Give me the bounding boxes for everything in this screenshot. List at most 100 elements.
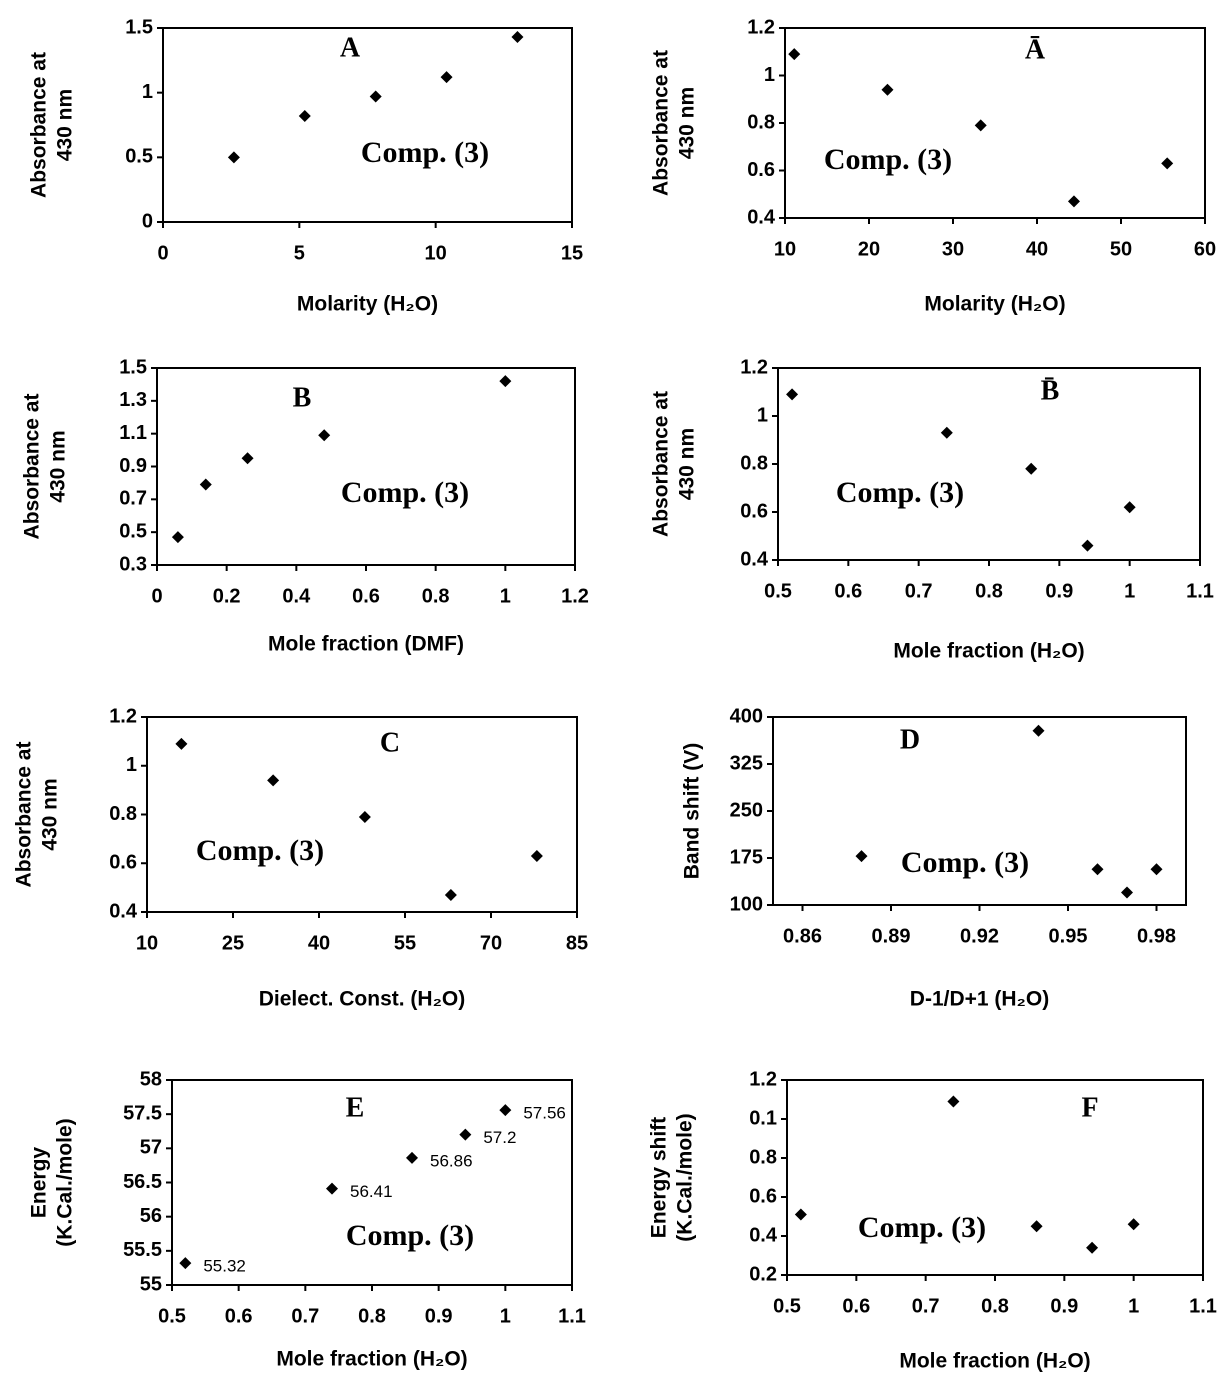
data-point [358,810,371,823]
y-tick-label: 0.6 [740,500,768,522]
y-tick-label: 56 [140,1205,162,1227]
data-point [267,774,280,787]
x-tick-label: 10 [136,932,158,954]
data-point [1030,1220,1043,1233]
data-point [974,119,987,132]
data-point [179,1257,192,1270]
y-tick-label: 1.2 [740,356,768,378]
data-point [444,888,457,901]
y-tick-label: 0 [142,210,153,232]
x-tick-label: 40 [308,932,330,954]
y-axis-label: Absorbance at [13,742,36,888]
x-tick-label: 0.5 [158,1305,186,1327]
data-point [499,1104,512,1117]
y-tick-label: 0.4 [109,900,138,922]
data-point [794,1208,807,1221]
data-point [947,1095,960,1108]
y-tick-label: 1 [126,754,137,776]
x-tick-label: 5 [294,242,305,264]
x-tick-label: 15 [561,242,583,264]
y-axis-label: 430 nm [39,778,62,850]
plot-frame [156,367,576,566]
y-axis-label: 430 nm [47,430,70,502]
data-point [318,429,331,442]
data-point [175,737,188,750]
y-tick-label: 0.5 [125,146,153,168]
x-tick-label: 85 [566,932,588,954]
y-tick-label: 1.3 [119,389,147,411]
y-tick-label: 1 [757,404,768,426]
y-axis-label: 430 nm [54,89,77,161]
x-tick-label: 0.5 [764,580,792,602]
y-axis-label: Absorbance at [28,52,51,198]
y-tick-label: 1.5 [125,16,153,38]
y-tick-label: 57 [140,1137,162,1159]
x-tick-label: 20 [858,238,880,260]
data-point [1091,863,1104,876]
x-tick-label: 0.9 [425,1305,453,1327]
x-tick-label: 0.7 [905,580,933,602]
x-tick-label: 0.7 [912,1295,940,1317]
x-tick-label: 0.9 [1050,1295,1078,1317]
x-tick-label: 1.1 [1186,580,1214,602]
x-tick-label: 0.4 [282,585,311,607]
data-point [227,151,240,164]
data-point [1081,539,1094,552]
x-tick-label: 1.1 [558,1305,586,1327]
y-tick-label: 1.5 [119,356,147,378]
y-axis-label: Energy shift [648,1117,671,1238]
x-tick-label: 0.98 [1137,925,1176,947]
x-tick-label: 55 [394,932,416,954]
chart-panel: 0.4 0.6 0.8 1 1.2 0.5 0.6 0.7 0.8 0.9 1 1.1 Mole fra… [650,356,1214,662]
data-point [881,83,894,96]
data-label: 56.41 [350,1182,393,1201]
y-tick-label: 0.6 [109,852,137,874]
x-axis-label: Molarity (H₂O) [297,293,438,316]
data-point [298,109,311,122]
data-point [440,71,453,84]
data-point [1032,724,1045,737]
x-tick-label: 40 [1026,238,1048,260]
x-axis-label: Mole fraction (H₂O) [899,1350,1090,1373]
data-point [1161,157,1174,170]
x-tick-label: 0.92 [960,925,999,947]
data-label: 57.2 [483,1128,516,1147]
x-tick-label: 0.8 [981,1295,1009,1317]
x-tick-label: 1.1 [1189,1295,1217,1317]
data-point [326,1182,338,1195]
data-point [241,452,254,465]
y-tick-label: 0.5 [119,520,147,542]
annotation: Comp. (3) [858,1211,986,1244]
panel-title: E [346,1092,365,1123]
data-label: 57.56 [523,1104,566,1123]
data-point [1025,462,1038,475]
data-point [1150,863,1163,876]
x-tick-label: 25 [222,932,244,954]
data-point [1121,886,1133,899]
x-tick-label: 0.8 [358,1305,386,1327]
x-tick-label: 0.6 [842,1295,870,1317]
y-tick-label: 57.5 [123,1102,162,1124]
y-tick-label: 0.4 [749,1224,778,1246]
data-point [171,531,184,544]
y-axis-label: 430 nm [676,428,699,500]
annotation: Comp. (3) [836,476,964,509]
y-tick-label: 1.2 [749,1068,777,1090]
x-axis-label: D-1/D+1 (H₂O) [910,988,1049,1011]
data-point [530,849,543,862]
x-tick-label: 1 [500,585,511,607]
y-tick-label: 250 [730,799,763,821]
chart-panel: 55 55.5 56 56.5 57 57.5 58 0.5 0.6 0.7 0.8 0.9 1 1.1 M… [28,1068,586,1370]
data-point [1067,195,1080,208]
data-label: 56.86 [430,1151,473,1170]
y-tick-label: 0.4 [747,206,776,228]
x-axis-label: Dielect. Const. (H₂O) [259,988,466,1011]
y-axis-label: Absorbance at [650,391,673,537]
plot-frame [784,27,1206,219]
annotation: Comp. (3) [196,834,324,867]
annotation: Comp. (3) [341,476,469,509]
y-axis-label: Absorbance at [650,50,673,196]
x-tick-label: 70 [480,932,502,954]
y-tick-label: 0.6 [749,1185,777,1207]
x-tick-label: 10 [425,242,447,264]
